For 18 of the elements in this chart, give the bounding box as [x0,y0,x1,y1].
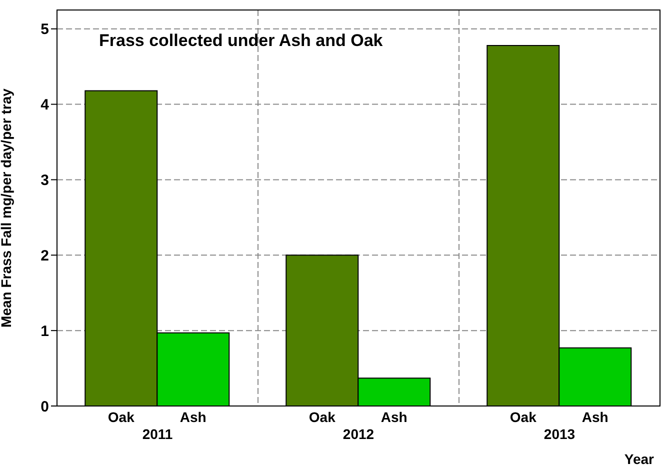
text: Oak [510,409,536,425]
y-axis-title: Mean Frass Fall mg/per day/per tray [0,88,14,328]
y-tick-label: 3 [40,172,49,190]
y-tick-label: 1 [40,322,49,340]
text: Ash [380,409,408,425]
series-label: Ash [180,409,206,425]
x-tick-label: 2011 [142,426,173,442]
x-axis-title: Year [624,451,655,467]
text: Oak [308,409,336,425]
series-label: Oak [108,409,135,425]
y-tick-label: 4 [40,96,50,114]
x-tick-label: 2012 [342,426,374,442]
y-tick-label: 5 [40,21,49,38]
y-tick-label: 0 [40,398,49,416]
y-tick-label: 2 [40,247,49,264]
text: Frass collected under Ash and Oak [99,31,384,50]
text: Ash [582,409,608,425]
x-tick-label: 2013 [544,426,576,442]
